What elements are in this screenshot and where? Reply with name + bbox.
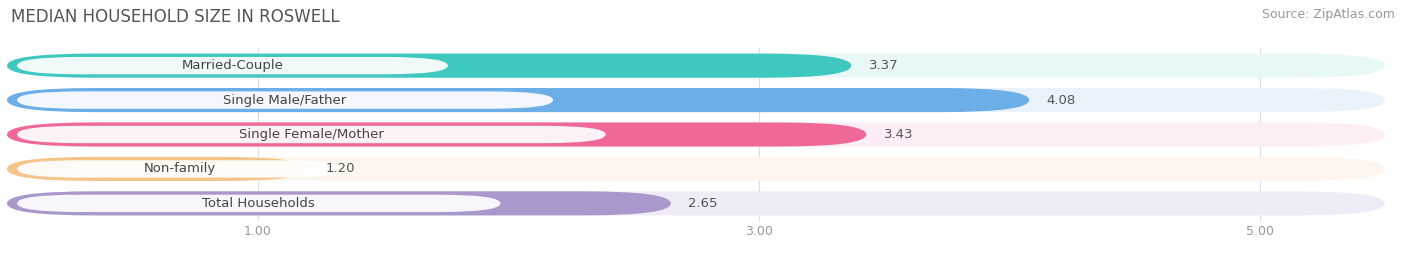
FancyBboxPatch shape [7,122,866,147]
Text: 1.20: 1.20 [325,162,354,175]
Text: MEDIAN HOUSEHOLD SIZE IN ROSWELL: MEDIAN HOUSEHOLD SIZE IN ROSWELL [11,8,340,26]
FancyBboxPatch shape [7,157,308,181]
FancyBboxPatch shape [7,54,1385,78]
FancyBboxPatch shape [7,54,851,78]
Text: Non-family: Non-family [143,162,217,175]
FancyBboxPatch shape [17,195,501,212]
Text: Single Female/Mother: Single Female/Mother [239,128,384,141]
FancyBboxPatch shape [17,160,343,178]
FancyBboxPatch shape [7,157,1385,181]
Text: 4.08: 4.08 [1046,94,1076,107]
Text: Married-Couple: Married-Couple [181,59,284,72]
Text: 2.65: 2.65 [689,197,718,210]
FancyBboxPatch shape [17,126,606,143]
Text: 3.37: 3.37 [869,59,898,72]
FancyBboxPatch shape [7,88,1385,112]
FancyBboxPatch shape [17,91,553,109]
FancyBboxPatch shape [7,122,1385,147]
Text: 3.43: 3.43 [884,128,914,141]
Text: Total Households: Total Households [202,197,315,210]
FancyBboxPatch shape [17,57,449,74]
FancyBboxPatch shape [7,191,1385,215]
FancyBboxPatch shape [7,191,671,215]
Text: Source: ZipAtlas.com: Source: ZipAtlas.com [1261,8,1395,21]
FancyBboxPatch shape [7,88,1029,112]
Text: Single Male/Father: Single Male/Father [224,94,347,107]
